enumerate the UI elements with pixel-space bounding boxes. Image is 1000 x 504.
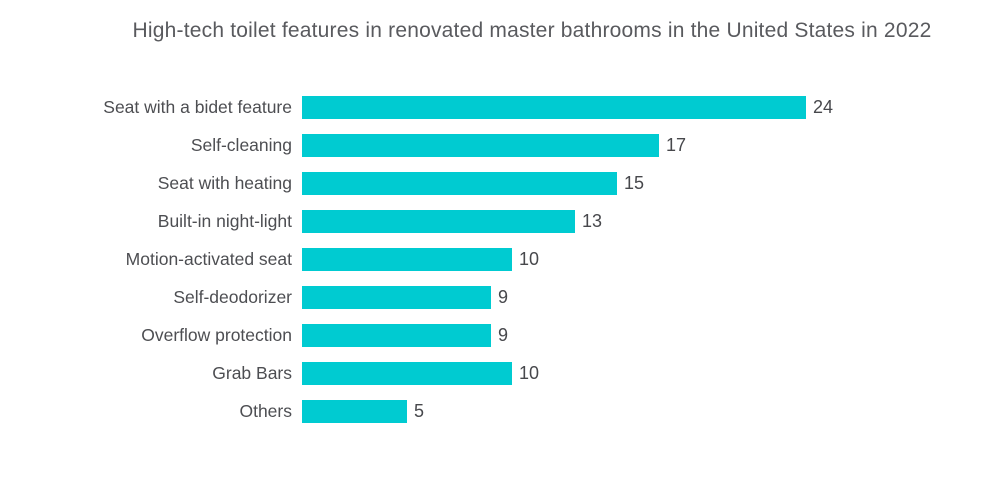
bar	[302, 95, 806, 119]
value-label: 15	[624, 172, 645, 193]
bar	[302, 323, 491, 347]
category-label: Overflow protection	[141, 324, 292, 345]
chart-title: High-tech toilet features in renovated m…	[132, 19, 932, 42]
bar	[302, 133, 659, 157]
category-label: Others	[239, 400, 292, 421]
value-label: 17	[666, 134, 687, 155]
bar-row: Seat with heating 15	[0, 164, 833, 202]
value-label: 13	[582, 210, 603, 231]
value-label: 9	[498, 324, 509, 345]
bar-row: Others 5	[0, 392, 833, 430]
category-label: Self-deodorizer	[173, 286, 292, 307]
bar	[302, 285, 491, 309]
category-label: Motion-activated seat	[125, 248, 292, 269]
bar	[302, 209, 575, 233]
bar-row: Self-deodorizer 9	[0, 278, 833, 316]
bar	[302, 247, 512, 271]
value-label: 9	[498, 286, 509, 307]
bar-row: Motion-activated seat 10	[0, 240, 833, 278]
category-label: Seat with a bidet feature	[103, 96, 292, 117]
horizontal-bar-chart: Seat with a bidet feature 24 Self-cleaning…	[0, 88, 833, 430]
value-label: 10	[519, 248, 540, 269]
bar-row: Built-in night-light 13	[0, 202, 833, 240]
value-label: 5	[414, 400, 425, 421]
bar-row: Grab Bars 10	[0, 354, 833, 392]
bar	[302, 361, 512, 385]
value-label: 10	[519, 362, 540, 383]
value-label: 24	[813, 96, 834, 117]
category-label: Seat with heating	[157, 172, 292, 193]
category-label: Self-cleaning	[190, 134, 292, 155]
bar	[302, 399, 407, 423]
bar-row: Overflow protection 9	[0, 316, 833, 354]
bar	[302, 171, 617, 195]
category-label: Grab Bars	[212, 362, 292, 383]
category-label: Built-in night-light	[157, 210, 292, 231]
bar-row: Seat with a bidet feature 24	[0, 88, 833, 126]
bar-row: Self-cleaning 17	[0, 126, 833, 164]
